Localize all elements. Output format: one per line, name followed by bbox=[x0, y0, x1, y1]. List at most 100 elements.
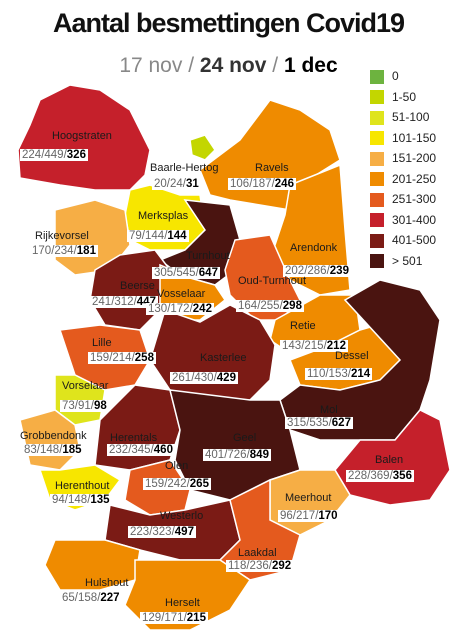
municipality-name: Ravels bbox=[255, 162, 289, 174]
value: 212 bbox=[326, 340, 346, 352]
value: 265 bbox=[189, 478, 209, 490]
values: 305/545/647 bbox=[152, 267, 220, 279]
separator: / bbox=[191, 372, 195, 384]
separator: / bbox=[161, 612, 165, 624]
municipality-name: Hoogstraten bbox=[52, 130, 112, 142]
value: 159 bbox=[90, 352, 110, 364]
separator: / bbox=[109, 352, 113, 364]
value: 187 bbox=[252, 178, 272, 190]
separator: / bbox=[173, 267, 177, 279]
values: 224/449/326 bbox=[20, 149, 88, 161]
legend-item: 401-500 bbox=[370, 232, 436, 248]
separator: / bbox=[87, 494, 91, 506]
legend-swatch bbox=[370, 69, 384, 84]
values: 65/158/227 bbox=[60, 592, 122, 604]
municipality-name: Geel bbox=[233, 432, 257, 444]
value: 24 bbox=[170, 178, 183, 190]
value: 94 bbox=[52, 494, 65, 506]
value: 215 bbox=[304, 340, 324, 352]
legend-label: 1-50 bbox=[392, 89, 417, 104]
region bbox=[94, 384, 181, 471]
value: 227 bbox=[100, 592, 120, 604]
value: 228 bbox=[348, 470, 368, 482]
municipality-name: Turnhout bbox=[186, 250, 230, 262]
separator: / bbox=[213, 372, 217, 384]
separator: / bbox=[128, 444, 132, 456]
legend-swatch bbox=[370, 90, 384, 105]
separator: / bbox=[63, 149, 67, 161]
municipality-name: Olen bbox=[165, 460, 189, 472]
municipality-name: Oud-Turnhout bbox=[238, 275, 307, 287]
separator: / bbox=[188, 54, 195, 77]
legend-swatch bbox=[370, 131, 384, 146]
value: 258 bbox=[134, 352, 154, 364]
value: 246 bbox=[274, 178, 294, 190]
separator: / bbox=[90, 400, 94, 412]
values: 130/172/242 bbox=[146, 303, 214, 315]
value: 315 bbox=[287, 417, 307, 429]
legend-item: 251-300 bbox=[370, 191, 436, 207]
separator: / bbox=[141, 230, 145, 242]
value: 535 bbox=[309, 417, 329, 429]
legend-swatch bbox=[370, 233, 384, 248]
legend-item: 101-150 bbox=[370, 130, 436, 146]
municipality-name: Mol bbox=[320, 404, 338, 416]
value: 181 bbox=[76, 245, 96, 257]
separator: / bbox=[279, 300, 283, 312]
legend-item: 51-100 bbox=[370, 109, 429, 125]
separator: / bbox=[246, 449, 250, 461]
municipality-name: Vosselaar bbox=[157, 288, 206, 300]
value: 79 bbox=[129, 230, 142, 242]
value: 144 bbox=[167, 230, 187, 242]
legend-label: 151-200 bbox=[392, 151, 437, 165]
municipality-name: Retie bbox=[290, 320, 316, 332]
value: 647 bbox=[198, 267, 218, 279]
separator: / bbox=[167, 303, 171, 315]
value: 20 bbox=[154, 178, 167, 190]
values: 79/144/144 bbox=[127, 230, 189, 242]
values: 118/236/292 bbox=[226, 560, 294, 572]
legend-item: 0 bbox=[370, 68, 399, 84]
separator: / bbox=[182, 178, 186, 190]
legend-swatch bbox=[370, 151, 384, 166]
municipality-name: Merksplas bbox=[138, 210, 189, 222]
value: 144 bbox=[145, 230, 165, 242]
date: 17 nov bbox=[119, 54, 183, 77]
value: 369 bbox=[370, 470, 390, 482]
value: 545 bbox=[176, 267, 196, 279]
value: 148 bbox=[68, 494, 88, 506]
value: 292 bbox=[271, 560, 292, 572]
separator: / bbox=[186, 478, 190, 490]
separator: / bbox=[166, 178, 170, 190]
value: 312 bbox=[114, 296, 134, 308]
legend-swatch bbox=[370, 254, 384, 269]
separator: / bbox=[271, 178, 275, 190]
value: 298 bbox=[282, 300, 302, 312]
separator: / bbox=[257, 300, 261, 312]
separator: / bbox=[74, 592, 78, 604]
legend-swatch bbox=[370, 192, 384, 207]
separator: / bbox=[183, 612, 187, 624]
legend-label: 201-250 bbox=[392, 171, 437, 186]
values: 20/24/31 bbox=[152, 178, 201, 190]
value: 255 bbox=[260, 300, 280, 312]
legend-item: 301-400 bbox=[370, 212, 436, 228]
value: 215 bbox=[186, 612, 206, 624]
values: 401/726/849 bbox=[203, 449, 271, 461]
values: 261/430/429 bbox=[170, 372, 238, 384]
values: 110/153/214 bbox=[305, 368, 373, 380]
separator: / bbox=[133, 296, 137, 308]
value: 849 bbox=[249, 449, 269, 461]
value: 326 bbox=[66, 149, 86, 161]
date: 24 nov bbox=[199, 54, 267, 77]
separator: / bbox=[304, 265, 308, 277]
value: 345 bbox=[131, 444, 151, 456]
separator: / bbox=[268, 560, 272, 572]
value: 164 bbox=[238, 300, 258, 312]
value: 497 bbox=[174, 526, 194, 538]
legend-item: 201-250 bbox=[370, 171, 436, 187]
dates: 17 nov / 24 nov / 1 dec bbox=[0, 54, 457, 78]
municipality-name: Herenthout bbox=[55, 480, 110, 492]
separator: / bbox=[249, 178, 253, 190]
value: 171 bbox=[164, 612, 184, 624]
